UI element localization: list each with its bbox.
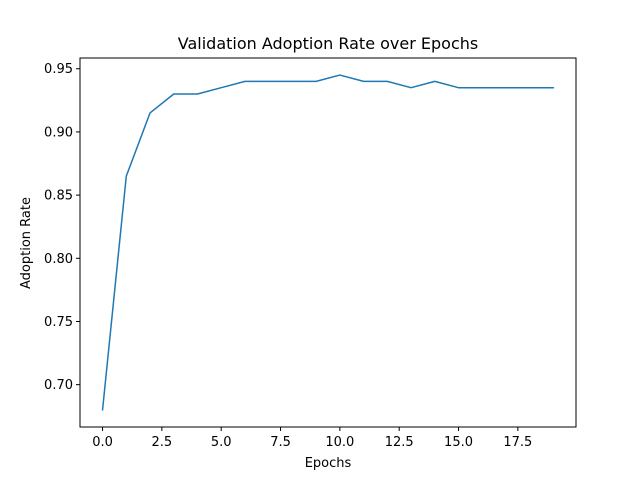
- plot-frame: [79, 57, 577, 428]
- x-tick-label: 12.5: [385, 435, 414, 450]
- x-axis-label: Epochs: [305, 456, 352, 471]
- y-tick-label: 0.75: [44, 315, 73, 330]
- y-tick-label: 0.85: [44, 189, 73, 204]
- series-line-0: [101, 74, 555, 411]
- y-tick-label: 0.90: [44, 125, 73, 140]
- x-tick-label: 0.0: [92, 435, 113, 450]
- x-tick-label: 5.0: [211, 435, 232, 450]
- plot-area: 0.0 2.5 5.0 7.5 10.0 12.5 15.0 17.5 0.70 0.75 0.80…: [44, 57, 577, 450]
- y-tick-label: 0.70: [44, 378, 73, 393]
- x-tick-label: 10.0: [325, 435, 354, 450]
- x-tick-label: 7.5: [270, 435, 291, 450]
- x-tick-label: 17.5: [503, 435, 532, 450]
- y-tick-label: 0.80: [44, 252, 73, 267]
- chart-title: Validation Adoption Rate over Epochs: [178, 34, 478, 53]
- x-tick-label: 2.5: [152, 435, 173, 450]
- y-axis-label: Adoption Rate: [19, 197, 34, 289]
- x-tick-label: 15.0: [444, 435, 473, 450]
- y-tick-label: 0.95: [44, 62, 73, 77]
